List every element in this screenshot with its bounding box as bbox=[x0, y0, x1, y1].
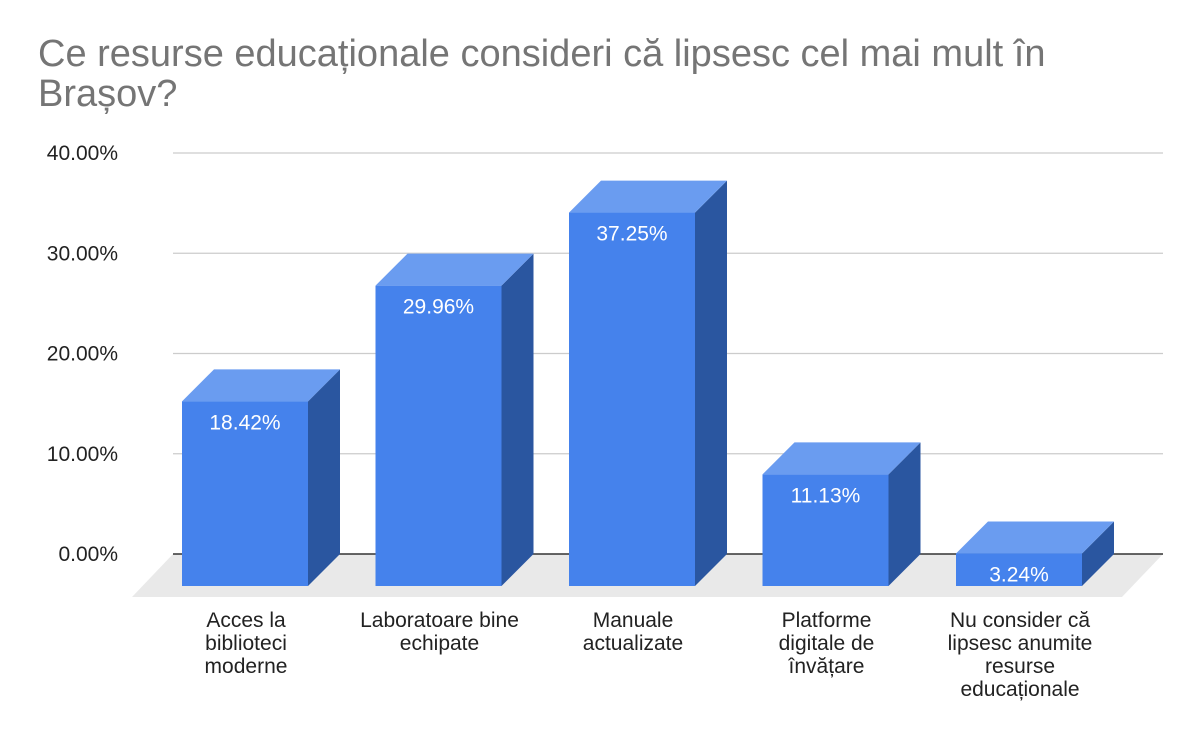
bar-side bbox=[1082, 521, 1114, 586]
category-label-line: Platforme bbox=[782, 609, 872, 632]
bar: 29.96% bbox=[375, 253, 534, 586]
bar-top bbox=[569, 180, 727, 213]
category-label-line: lipsesc anumite bbox=[948, 632, 1093, 655]
chart-title: Ce resurse educaționale consideri că lip… bbox=[38, 33, 1046, 115]
category-label: Manuale actualizate bbox=[583, 609, 683, 655]
y-tick-label: 20.00% bbox=[47, 343, 118, 366]
category-label-line: Nu consider că bbox=[950, 609, 1090, 632]
category-label-line: echipate bbox=[400, 632, 479, 655]
bar: 18.42% bbox=[182, 369, 340, 586]
data-label: 29.96% bbox=[403, 296, 474, 319]
bar-front bbox=[762, 474, 889, 586]
bar-side bbox=[501, 253, 534, 586]
category-label: Laboratoare bine echipate bbox=[360, 609, 519, 655]
bar-top bbox=[182, 369, 340, 402]
category-label-line: digitale de bbox=[779, 632, 875, 655]
category-label-line: moderne bbox=[205, 655, 288, 678]
bar: 3.24% bbox=[956, 521, 1114, 587]
y-tick-label: 10.00% bbox=[47, 443, 118, 466]
bar-front bbox=[956, 553, 1082, 586]
y-tick-label: 40.00% bbox=[47, 142, 118, 165]
category-label-line: Acces la bbox=[206, 609, 286, 632]
category-label: Nu consider că lipsesc anumite resurse educ… bbox=[948, 609, 1093, 701]
bar: 37.25% bbox=[569, 180, 727, 586]
category-label-line: Manuale bbox=[593, 609, 674, 632]
bar: 11.13% bbox=[762, 442, 921, 586]
bar-front bbox=[182, 401, 308, 586]
data-label: 18.42% bbox=[209, 411, 280, 434]
category-label-line: actualizate bbox=[583, 632, 683, 655]
bar-top bbox=[956, 521, 1114, 554]
y-tick-label: 0.00% bbox=[58, 543, 118, 566]
data-label: 11.13% bbox=[791, 484, 861, 507]
bar-side bbox=[888, 442, 921, 586]
bar-side bbox=[308, 369, 340, 586]
bar-front bbox=[569, 212, 695, 586]
category-label-line: biblioteci bbox=[205, 632, 287, 655]
category-label: Platforme digitale de învățare bbox=[779, 609, 875, 678]
bar-side bbox=[695, 180, 727, 586]
data-label: 37.25% bbox=[596, 223, 667, 246]
data-label: 3.24% bbox=[989, 564, 1049, 587]
category-label-line: Laboratoare bine bbox=[360, 609, 519, 632]
bar-front bbox=[375, 285, 502, 586]
y-tick-label: 30.00% bbox=[47, 242, 118, 265]
category-label-line: învățare bbox=[788, 655, 865, 678]
bar-top bbox=[375, 253, 534, 286]
category-label: Acces la biblioteci moderne bbox=[205, 609, 288, 678]
category-label-line: resurse bbox=[985, 655, 1055, 678]
category-label-line: educaționale bbox=[960, 678, 1079, 701]
bar-top bbox=[762, 442, 921, 475]
